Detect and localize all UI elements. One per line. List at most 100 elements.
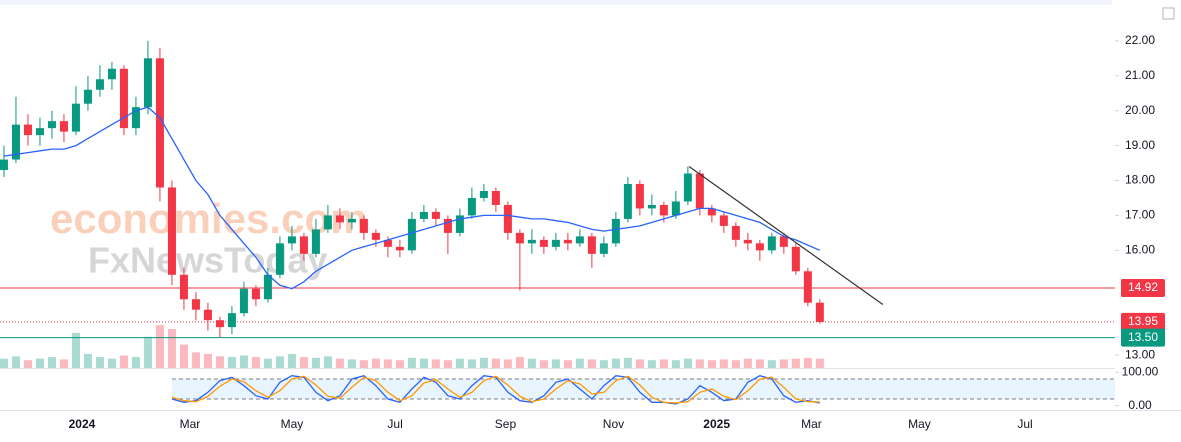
x-tick-label: May (281, 417, 304, 431)
candle-body (179, 274, 188, 300)
volume-bar (575, 358, 584, 368)
volume-bar (275, 356, 284, 368)
x-tick-label: Mar (801, 417, 822, 431)
candle-body (683, 173, 692, 202)
candle-body (575, 236, 584, 244)
candle-body (815, 302, 824, 322)
volume-bar (47, 357, 56, 368)
y-tick-label: 17.00 (1125, 208, 1155, 222)
candle-body (539, 239, 548, 247)
candle-body (215, 320, 224, 328)
volume-bar (0, 358, 8, 368)
candle-body (455, 215, 464, 233)
toolbar-icon[interactable] (1162, 7, 1175, 20)
y-tick-label: 22.00 (1125, 33, 1155, 47)
candle-body (95, 79, 104, 90)
volume-bar (215, 356, 224, 368)
candle-body (311, 229, 320, 254)
candle-body (599, 243, 608, 254)
volume-bar (407, 357, 416, 368)
candle-body (443, 218, 452, 233)
candle-body (707, 208, 716, 216)
candle-body (83, 89, 92, 104)
candle-body (407, 218, 416, 251)
oscillator-line (171, 374, 820, 405)
volume-bar (587, 359, 596, 368)
candle-body (635, 184, 644, 209)
candle-body (47, 121, 56, 129)
volume-bar (803, 357, 812, 368)
volume-bar (563, 360, 572, 368)
candle-body (299, 236, 308, 254)
candle-body (275, 243, 284, 275)
candle-body (503, 204, 512, 233)
volume-bar (131, 357, 140, 368)
volume-bar (731, 360, 740, 368)
volume-bar (119, 355, 128, 368)
volume-bar (683, 358, 692, 368)
volume-bar (707, 360, 716, 368)
volume-bar (71, 332, 80, 368)
candle-body (227, 313, 236, 328)
candle-body (335, 215, 344, 223)
candle-body (467, 197, 476, 216)
candle-body (803, 271, 812, 303)
candle-body (767, 236, 776, 251)
candle-body (479, 190, 488, 198)
moving-average (3, 106, 821, 290)
candle-body (527, 239, 536, 244)
volume-bar (107, 358, 116, 368)
candle-body (251, 288, 260, 300)
volume-bar (467, 359, 476, 368)
candle-body (359, 218, 368, 233)
volume-bar (479, 357, 488, 368)
volume-bar (143, 336, 152, 368)
volume-bar (95, 357, 104, 368)
y-tick-label: 19.00 (1125, 138, 1155, 152)
candle-body (347, 218, 356, 223)
candle-body (23, 124, 32, 136)
candle-body (0, 159, 8, 171)
volume-bar (527, 358, 536, 368)
candle-body (143, 58, 152, 108)
candle-body (59, 121, 68, 132)
y-tick-label: 0.00 (1128, 398, 1152, 412)
volume-bar (191, 352, 200, 368)
volume-bar (647, 360, 656, 368)
candle-body (491, 190, 500, 205)
watermark: FxNewsToday (88, 240, 327, 281)
level-label: 13.95 (1128, 314, 1158, 328)
candle-body (191, 299, 200, 310)
candle-body (11, 124, 20, 160)
volume-bar (815, 358, 824, 368)
x-tick-label: 2025 (703, 417, 730, 431)
candle-body (35, 128, 44, 136)
candle-body (131, 107, 140, 129)
candle-body (419, 211, 428, 219)
y-tick-label: 100.00 (1122, 365, 1159, 379)
candle-body (323, 215, 332, 230)
candle-body (263, 274, 272, 300)
volume-bar (395, 360, 404, 368)
level-label-box (1121, 312, 1165, 331)
x-tick-label: Sep (495, 417, 517, 431)
candle-body (155, 58, 164, 188)
volume-bar (695, 359, 704, 368)
volume-bar (719, 359, 728, 368)
volume-bar (419, 358, 428, 368)
candle-body (623, 184, 632, 219)
volume-bar (359, 360, 368, 368)
y-tick-label: 13.00 (1125, 347, 1155, 361)
volume-bar (323, 356, 332, 368)
candle-body (779, 236, 788, 247)
level-label-box (1121, 279, 1165, 298)
x-tick-label: Jul (387, 417, 402, 431)
volume-bar (515, 357, 524, 368)
volume-bar (443, 360, 452, 368)
volume-bar (227, 357, 236, 368)
volume-bar (263, 358, 272, 368)
candle-body (659, 204, 668, 216)
trend-line (688, 166, 884, 305)
candle-body (107, 68, 116, 80)
